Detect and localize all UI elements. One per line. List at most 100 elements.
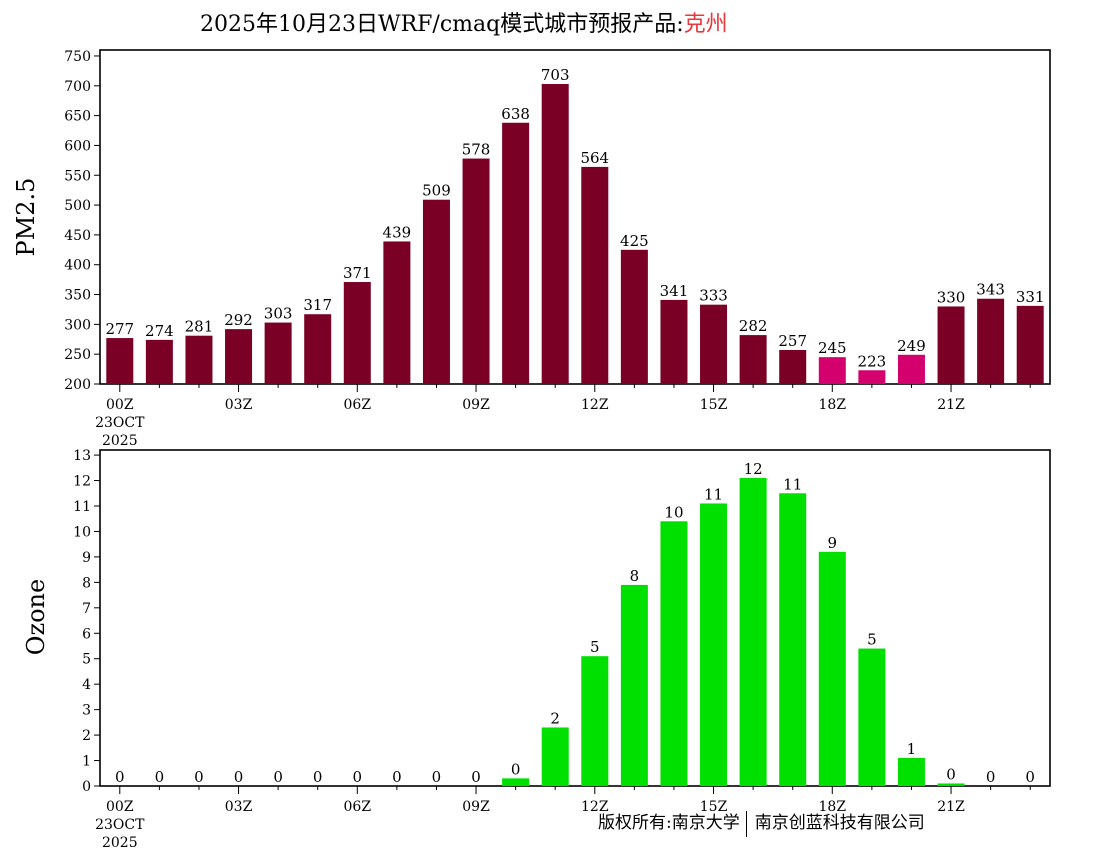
pm25-xtick-label: 15Z <box>700 397 728 413</box>
pm25-data-label: 257 <box>778 332 807 350</box>
ozone-data-label: 11 <box>704 485 723 503</box>
ozone-data-label: 9 <box>828 534 838 552</box>
ozone-xtick-label: 03Z <box>225 799 253 815</box>
ozone-data-label: 0 <box>432 768 442 786</box>
ozone-bar <box>897 758 925 786</box>
title-prefix: 2025年10月23日WRF/cmaq模式城市预报产品: <box>200 12 684 37</box>
pm25-ytick-label: 700 <box>64 79 91 95</box>
pm25-plot-frame <box>99 49 1051 385</box>
footer-separator <box>745 810 747 837</box>
pm25-data-label: 292 <box>224 311 253 329</box>
ozone-date-label: 2025 <box>102 835 138 850</box>
ozone-xtick-label: 00Z <box>106 799 134 815</box>
chart-title: 2025年10月23日WRF/cmaq模式城市预报产品:克州 <box>200 6 728 38</box>
ozone-ytick-label: 8 <box>82 575 91 591</box>
ozone-ytick-label: 6 <box>82 626 91 642</box>
pm25-data-label: 638 <box>501 105 530 123</box>
ozone-bar <box>541 727 569 786</box>
ozone-ytick-label: 5 <box>82 652 91 668</box>
pm25-ytick-label: 250 <box>64 347 91 363</box>
pm25-xtick-label: 21Z <box>937 397 965 413</box>
ozone-ytick-label: 1 <box>82 754 91 770</box>
pm25-xtick-label: 03Z <box>225 397 253 413</box>
ozone-data-label: 0 <box>471 768 481 786</box>
ozone-data-label: 0 <box>273 768 283 786</box>
ozone-data-label: 12 <box>744 460 763 478</box>
copyright-footer: 版权所有:南京大学 南京创蓝科技有限公司 <box>598 808 925 837</box>
pm25-xtick-label: 12Z <box>581 397 609 413</box>
ozone-bar <box>779 493 807 786</box>
pm25-bar <box>700 304 728 384</box>
pm25-bar <box>581 166 609 384</box>
pm25-data-label: 303 <box>264 305 293 323</box>
pm25-ytick-label: 200 <box>64 377 91 393</box>
ozone-xtick-label: 12Z <box>581 799 609 815</box>
ozone-bar <box>937 783 965 786</box>
pm25-data-label: 371 <box>343 264 372 282</box>
ozone-data-label: 0 <box>511 760 521 778</box>
pm25-bar <box>897 354 925 384</box>
pm25-data-label: 281 <box>185 318 214 336</box>
ozone-data-label: 5 <box>590 638 600 656</box>
ozone-ytick-label: 0 <box>82 779 91 795</box>
pm25-ytick-label: 500 <box>64 198 91 214</box>
pm25-date-label: 2025 <box>102 433 138 449</box>
pm25-data-label: 330 <box>937 288 966 306</box>
title-city: 克州 <box>683 12 728 37</box>
ozone-ytick-label: 10 <box>73 524 91 540</box>
pm25-bar <box>225 329 253 384</box>
pm25-data-label: 333 <box>699 287 728 305</box>
pm25-bar <box>383 241 411 384</box>
ozone-bar <box>581 656 609 786</box>
pm25-data-label: 439 <box>383 223 412 241</box>
pm25-ytick-label: 600 <box>64 138 91 154</box>
pm25-data-label: 331 <box>1016 288 1045 306</box>
pm25-data-label: 425 <box>620 232 649 250</box>
pm25-bar <box>858 370 886 384</box>
ozone-data-label: 0 <box>353 768 363 786</box>
pm25-data-label: 343 <box>976 281 1005 299</box>
pm25-bar <box>422 199 450 384</box>
ozone-bar <box>739 478 767 786</box>
pm25-xtick-label: 09Z <box>462 397 490 413</box>
ozone-data-label: 0 <box>155 768 165 786</box>
ozone-ytick-label: 2 <box>82 728 91 744</box>
pm25-data-label: 274 <box>145 322 174 340</box>
ozone-data-label: 0 <box>313 768 323 786</box>
ozone-data-label: 0 <box>946 765 956 783</box>
ozone-xtick-label: 21Z <box>937 799 965 815</box>
pm25-data-label: 703 <box>541 66 570 84</box>
pm25-bar <box>185 335 213 384</box>
pm25-bar <box>1016 305 1044 384</box>
ozone-bar <box>660 521 688 786</box>
pm25-data-label: 341 <box>660 282 689 300</box>
pm25-bar <box>779 350 807 384</box>
pm25-data-label: 223 <box>858 352 887 370</box>
ozone-data-label: 8 <box>630 567 640 585</box>
copyright-left: 版权所有:南京大学 <box>598 813 740 833</box>
pm25-bar <box>462 158 490 384</box>
ozone-ytick-label: 11 <box>73 499 91 515</box>
pm25-ytick-label: 400 <box>64 258 91 274</box>
ozone-ytick-label: 3 <box>82 703 91 719</box>
ozone-xtick-label: 09Z <box>462 799 490 815</box>
pm25-data-label: 277 <box>105 320 134 338</box>
ozone-xtick-label: 18Z <box>819 799 847 815</box>
pm25-bar <box>977 298 1005 384</box>
ozone-date-label: 23OCT <box>95 817 145 833</box>
ozone-xtick-label: 15Z <box>700 799 728 815</box>
pm25-ytick-label: 650 <box>64 109 91 125</box>
pm25-bar <box>106 338 134 384</box>
pm25-data-label: 509 <box>422 182 451 200</box>
pm25-bar <box>660 299 688 384</box>
ozone-data-label: 1 <box>907 740 917 758</box>
pm25-bar <box>541 83 569 384</box>
pm25-data-label: 317 <box>303 296 332 314</box>
ozone-ytick-label: 12 <box>73 474 91 490</box>
ozone-data-label: 0 <box>194 768 204 786</box>
ozone-data-label: 0 <box>115 768 125 786</box>
ozone-data-label: 0 <box>1025 768 1035 786</box>
ozone-bar <box>700 503 728 786</box>
pm25-ytick-label: 750 <box>64 49 91 65</box>
